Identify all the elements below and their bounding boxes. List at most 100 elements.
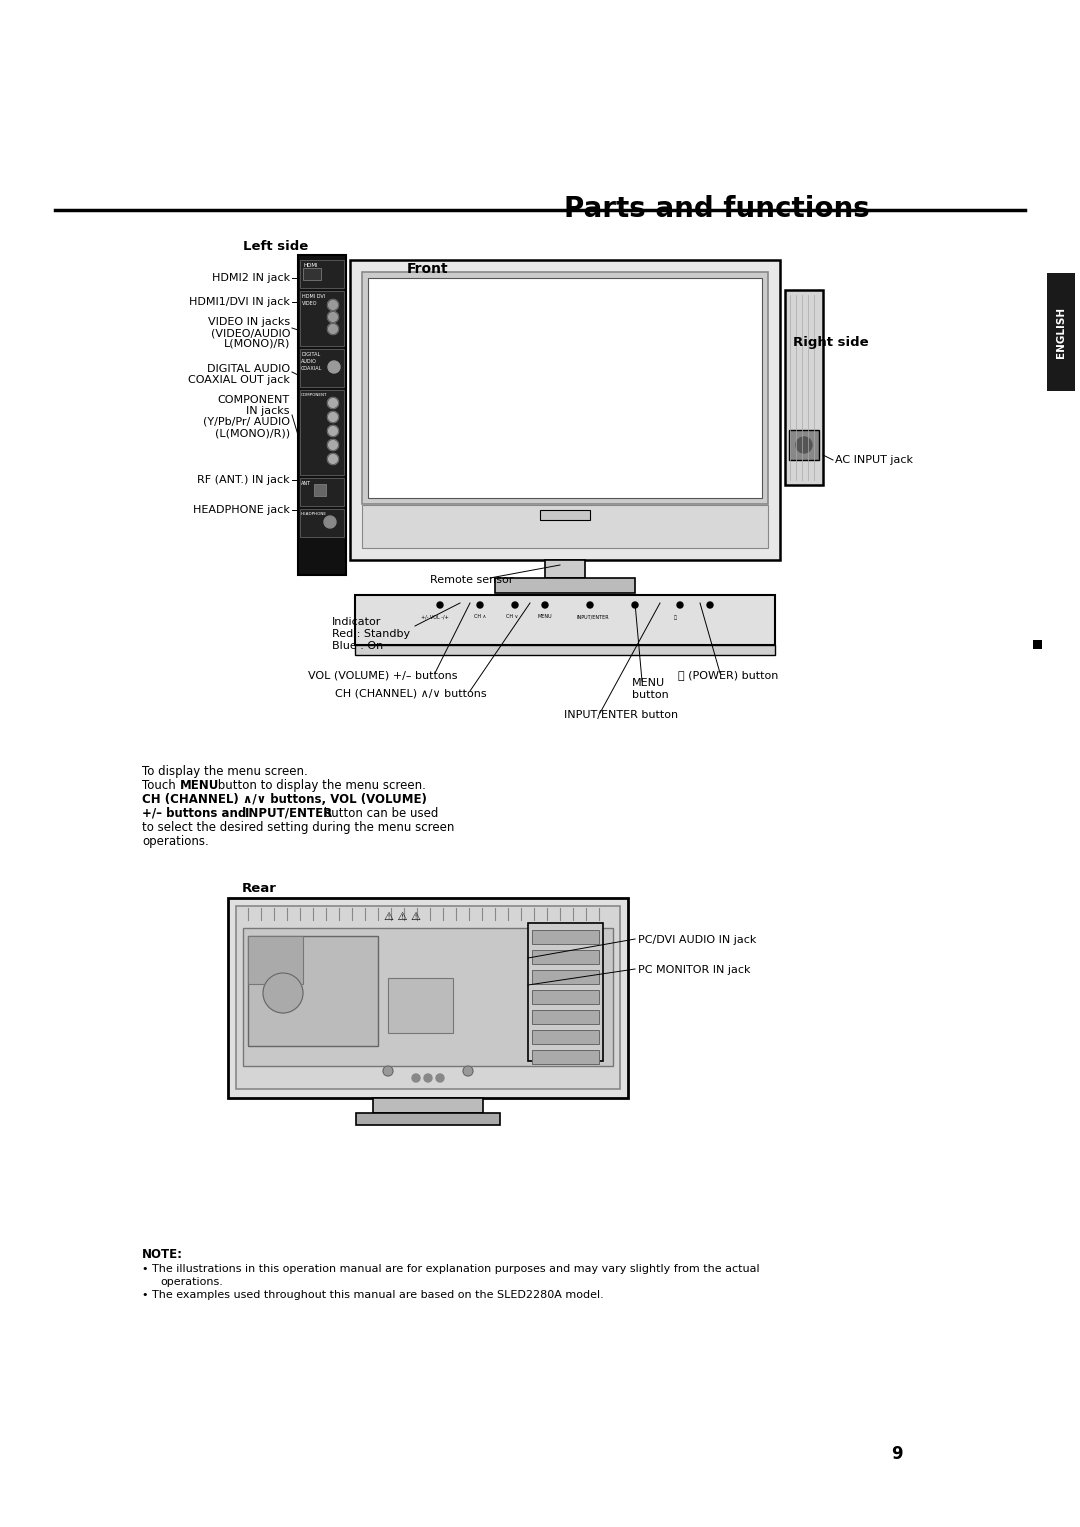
Text: Remote sensor: Remote sensor — [430, 576, 513, 585]
Text: +/- VOL -/+: +/- VOL -/+ — [421, 614, 449, 620]
Text: AUDIO: AUDIO — [301, 359, 316, 363]
Bar — [1047, 273, 1075, 391]
Text: Right side: Right side — [793, 336, 868, 350]
Text: CH (CHANNEL) ∧/∨ buttons, VOL (VOLUME): CH (CHANNEL) ∧/∨ buttons, VOL (VOLUME) — [141, 793, 427, 806]
Circle shape — [328, 360, 340, 373]
Text: HDMI: HDMI — [303, 263, 319, 269]
Text: VOL (VOLUME) +/– buttons: VOL (VOLUME) +/– buttons — [308, 670, 458, 680]
Bar — [789, 431, 819, 460]
Circle shape — [327, 454, 338, 464]
Text: Front: Front — [407, 263, 448, 276]
Bar — [300, 389, 345, 475]
Circle shape — [327, 299, 338, 310]
Text: • The illustrations in this operation manual are for explanation purposes and ma: • The illustrations in this operation ma… — [141, 1264, 759, 1274]
Circle shape — [327, 397, 338, 409]
Bar — [362, 505, 768, 548]
Text: button: button — [632, 690, 669, 699]
Text: MENU: MENU — [180, 779, 219, 793]
Text: HDMI2 IN jack: HDMI2 IN jack — [212, 273, 291, 282]
Text: ⚠ ⚠ ⚠: ⚠ ⚠ ⚠ — [384, 912, 421, 922]
Bar — [362, 272, 768, 504]
Circle shape — [796, 437, 812, 454]
Text: HDMI DVI: HDMI DVI — [302, 295, 325, 299]
Bar — [532, 1009, 599, 1025]
Text: PC MONITOR IN jack: PC MONITOR IN jack — [638, 965, 751, 976]
Bar — [314, 484, 326, 496]
Bar — [532, 970, 599, 983]
Text: MENU: MENU — [538, 614, 552, 620]
Text: COAXIAL: COAXIAL — [301, 366, 322, 371]
Text: (Y/Pb/Pr/ AUDIO: (Y/Pb/Pr/ AUDIO — [203, 417, 291, 428]
Text: COMPONENT: COMPONENT — [301, 392, 327, 397]
Bar — [303, 269, 321, 279]
Circle shape — [437, 602, 443, 608]
Bar — [300, 478, 345, 505]
Circle shape — [588, 602, 593, 608]
Text: DIGITAL: DIGITAL — [301, 353, 321, 357]
Bar — [532, 950, 599, 964]
Text: Rear: Rear — [242, 883, 276, 895]
Circle shape — [436, 1073, 444, 1083]
Bar — [368, 278, 762, 498]
Text: operations.: operations. — [141, 835, 208, 847]
Text: Left side: Left side — [243, 240, 308, 253]
Text: CH ∧: CH ∧ — [474, 614, 486, 620]
Text: ANT: ANT — [301, 481, 311, 486]
Bar — [350, 260, 780, 560]
Bar — [373, 1098, 483, 1113]
Text: Red : Standby: Red : Standby — [332, 629, 410, 638]
Circle shape — [264, 973, 303, 1012]
Circle shape — [512, 602, 518, 608]
Text: IN jacks: IN jacks — [246, 406, 291, 415]
Text: INPUT/ENTER: INPUT/ENTER — [245, 806, 334, 820]
Bar — [545, 560, 585, 579]
Bar — [243, 928, 613, 1066]
Text: NOTE:: NOTE: — [141, 1248, 183, 1261]
Text: VIDEO: VIDEO — [302, 301, 318, 305]
Bar — [298, 255, 346, 576]
Bar — [495, 579, 635, 592]
Text: CH (CHANNEL) ∧/∨ buttons: CH (CHANNEL) ∧/∨ buttons — [335, 689, 487, 698]
Circle shape — [324, 516, 336, 528]
Circle shape — [707, 602, 713, 608]
Circle shape — [424, 1073, 432, 1083]
Text: INPUT/ENTER: INPUT/ENTER — [577, 614, 609, 620]
Bar — [300, 292, 345, 347]
Circle shape — [463, 1066, 473, 1077]
Text: Parts and functions: Parts and functions — [564, 195, 870, 223]
Text: HEADPHONE jack: HEADPHONE jack — [193, 505, 291, 515]
Bar — [532, 989, 599, 1003]
Bar — [532, 930, 599, 944]
Bar — [355, 644, 775, 655]
Text: (VIDEO/AUDIO: (VIDEO/AUDIO — [211, 328, 291, 337]
Circle shape — [632, 602, 638, 608]
Bar — [355, 596, 775, 644]
Circle shape — [383, 1066, 393, 1077]
Circle shape — [677, 602, 683, 608]
Text: MENU: MENU — [632, 678, 665, 689]
Text: to select the desired setting during the menu screen: to select the desired setting during the… — [141, 822, 455, 834]
Text: Touch: Touch — [141, 779, 179, 793]
Text: ⏻ (POWER) button: ⏻ (POWER) button — [678, 670, 779, 680]
Circle shape — [411, 1073, 420, 1083]
Text: HEADPHONE: HEADPHONE — [301, 512, 327, 516]
Circle shape — [327, 440, 338, 450]
Bar — [228, 898, 627, 1098]
Bar — [532, 1031, 599, 1044]
Text: DIGITAL AUDIO: DIGITAL AUDIO — [207, 363, 291, 374]
Bar — [248, 936, 378, 1046]
Bar — [1032, 640, 1042, 649]
Bar — [300, 508, 345, 538]
Text: COMPONENT: COMPONENT — [218, 395, 291, 405]
Text: button can be used: button can be used — [320, 806, 438, 820]
Text: • The examples used throughout this manual are based on the SLED2280A model.: • The examples used throughout this manu… — [141, 1290, 604, 1299]
Text: ⏻: ⏻ — [674, 614, 676, 620]
Text: L(MONO)/R): L(MONO)/R) — [224, 339, 291, 350]
Circle shape — [327, 426, 338, 437]
Bar — [237, 906, 620, 1089]
Text: Indicator: Indicator — [332, 617, 381, 628]
Circle shape — [327, 411, 338, 423]
Circle shape — [327, 324, 338, 334]
Bar — [300, 260, 345, 289]
Text: To display the menu screen.: To display the menu screen. — [141, 765, 308, 777]
